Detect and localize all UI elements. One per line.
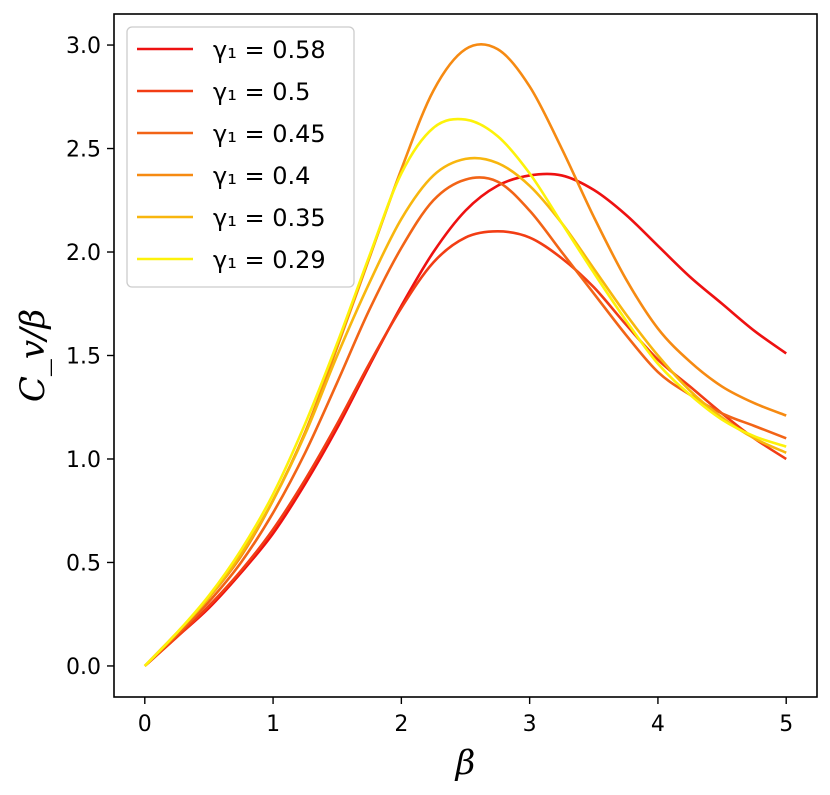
x-tick-label: 4: [651, 712, 665, 737]
x-tick-label: 1: [266, 712, 280, 737]
legend-label: γ₁ = 0.58: [213, 36, 326, 64]
y-axis-label: C_v/β: [13, 309, 53, 402]
x-tick-label: 2: [394, 712, 408, 737]
x-axis-ticks: 0 1 2 3 4 5: [138, 697, 793, 737]
series-line-4: [143, 156, 787, 667]
x-tick-label: 3: [523, 712, 537, 737]
legend-label: γ₁ = 0.29: [213, 246, 326, 274]
legend-label: γ₁ = 0.4: [213, 162, 310, 190]
legend: γ₁ = 0.58 γ₁ = 0.5 γ₁ = 0.45 γ₁ = 0.4 γ₁ = 0…: [126, 26, 355, 288]
x-tick-label: 5: [779, 712, 793, 737]
x-tick-label: 0: [138, 712, 152, 737]
series-line-2: [143, 176, 787, 667]
y-tick-label: 3.0: [66, 34, 101, 59]
y-tick-label: 0.0: [66, 655, 101, 680]
x-axis-label: β: [454, 743, 476, 783]
series-lines: [143, 42, 787, 667]
y-tick-label: 1.0: [66, 448, 101, 473]
y-tick-label: 0.5: [66, 551, 101, 576]
legend-label: γ₁ = 0.35: [213, 204, 326, 232]
y-tick-label: 2.5: [66, 138, 101, 163]
y-tick-label: 1.5: [66, 345, 101, 370]
series-line-0: [143, 172, 787, 667]
legend-label: γ₁ = 0.5: [213, 78, 310, 106]
legend-label: γ₁ = 0.45: [213, 120, 326, 148]
series-line-5: [143, 117, 787, 667]
y-tick-label: 2.0: [66, 241, 101, 266]
y-axis-ticks: 0.0 0.5 1.0 1.5 2.0 2.5 3.0: [66, 34, 114, 680]
